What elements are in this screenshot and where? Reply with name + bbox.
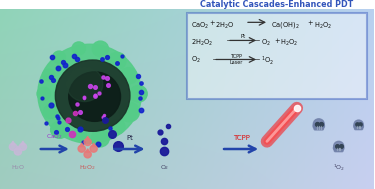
Circle shape: [109, 119, 125, 134]
Text: Ca(OH)$_2$: Ca(OH)$_2$: [271, 20, 300, 30]
Text: O$_2$: O$_2$: [261, 38, 271, 48]
Circle shape: [14, 148, 21, 155]
FancyBboxPatch shape: [334, 147, 343, 152]
Circle shape: [72, 42, 86, 55]
Circle shape: [66, 67, 103, 101]
Text: O$_2$: O$_2$: [191, 55, 201, 65]
Circle shape: [333, 146, 339, 151]
Circle shape: [38, 44, 141, 143]
Circle shape: [37, 87, 51, 100]
Circle shape: [130, 85, 147, 102]
Text: $^1$O$_2$: $^1$O$_2$: [261, 55, 274, 67]
Circle shape: [56, 60, 130, 131]
Text: $^1$O$_2$: $^1$O$_2$: [333, 163, 345, 174]
Circle shape: [51, 121, 69, 138]
Circle shape: [74, 128, 87, 140]
Circle shape: [92, 41, 108, 57]
Circle shape: [334, 141, 344, 151]
Text: H$_2$O$_2$: H$_2$O$_2$: [280, 38, 298, 48]
Circle shape: [84, 139, 91, 146]
Circle shape: [91, 130, 109, 147]
Circle shape: [19, 143, 27, 150]
Text: H$_2$O$_2$: H$_2$O$_2$: [79, 163, 96, 172]
Text: +: +: [274, 38, 279, 44]
Text: H$_2$O: H$_2$O: [11, 163, 25, 172]
Text: CaO$_2$: CaO$_2$: [46, 132, 63, 141]
Circle shape: [53, 51, 66, 63]
FancyBboxPatch shape: [187, 13, 367, 98]
Text: H$_2$O$_2$: H$_2$O$_2$: [314, 20, 332, 31]
Circle shape: [43, 69, 55, 81]
FancyBboxPatch shape: [314, 125, 323, 130]
Circle shape: [69, 72, 120, 121]
Circle shape: [120, 68, 137, 84]
Text: 2H$_2$O: 2H$_2$O: [215, 20, 234, 31]
Circle shape: [358, 124, 363, 129]
FancyBboxPatch shape: [354, 125, 363, 130]
Text: TCPP: TCPP: [230, 53, 242, 59]
Text: Catalytic Cascades-Enhanced PDT: Catalytic Cascades-Enhanced PDT: [200, 0, 354, 9]
Circle shape: [354, 120, 363, 129]
Circle shape: [339, 146, 344, 151]
Circle shape: [319, 123, 324, 129]
Text: Pt: Pt: [240, 34, 246, 40]
Polygon shape: [16, 146, 20, 149]
Polygon shape: [86, 149, 90, 152]
Text: +: +: [307, 20, 312, 26]
Circle shape: [84, 151, 91, 158]
Polygon shape: [86, 136, 90, 140]
Polygon shape: [80, 143, 84, 147]
Text: +: +: [209, 20, 215, 26]
Polygon shape: [11, 141, 15, 145]
Text: TCPP: TCPP: [232, 135, 249, 141]
Text: CaO$_2$: CaO$_2$: [191, 20, 210, 31]
Polygon shape: [21, 141, 25, 145]
Polygon shape: [92, 143, 96, 147]
Circle shape: [313, 123, 319, 129]
Circle shape: [9, 143, 16, 150]
Circle shape: [354, 124, 358, 129]
Circle shape: [119, 102, 140, 122]
Circle shape: [314, 119, 324, 129]
Text: 2H$_2$O$_2$: 2H$_2$O$_2$: [191, 38, 213, 48]
Circle shape: [90, 145, 97, 152]
Circle shape: [108, 52, 126, 69]
Text: Pt: Pt: [126, 135, 133, 141]
Circle shape: [78, 145, 85, 152]
Text: Laser: Laser: [230, 60, 243, 65]
Circle shape: [44, 105, 58, 119]
Text: O$_2$: O$_2$: [160, 163, 169, 172]
